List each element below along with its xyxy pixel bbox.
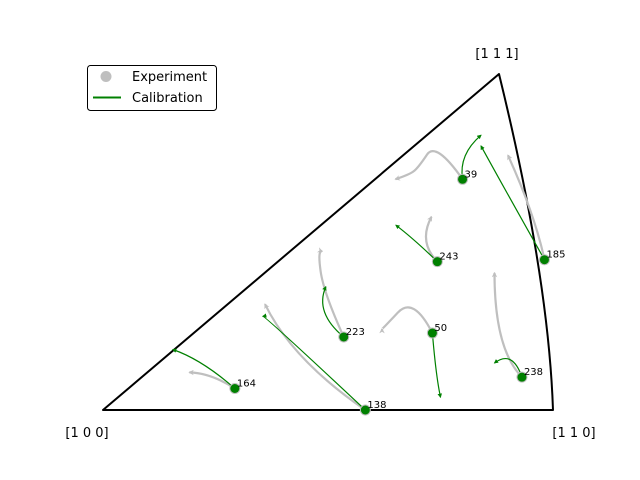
corner-label-110: [1 1 0] [552, 426, 595, 441]
legend-experiment-label: Experiment [132, 70, 207, 85]
corner-label-100: [1 0 0] [65, 426, 108, 441]
grain-label-164: 164 [237, 378, 256, 389]
experiment-path-238 [491, 271, 523, 378]
experiment-path-164 [188, 369, 236, 390]
grain-label-50: 50 [434, 323, 447, 334]
experiment-path-50 [379, 306, 434, 334]
calibration-point-185 [539, 255, 549, 265]
experiment-path-223 [317, 247, 345, 338]
legend: Experiment Calibration [87, 65, 217, 111]
calibration-point-138 [360, 405, 370, 415]
calibration-point-223 [339, 332, 349, 342]
calibration-path-164 [171, 348, 236, 389]
grain-label-138: 138 [367, 400, 386, 411]
experiment-path-243 [424, 215, 439, 263]
calibration-point-164 [230, 383, 240, 393]
grain-label-185: 185 [546, 250, 565, 261]
calibration-point-238 [517, 372, 527, 382]
grain-label-39: 39 [465, 169, 478, 180]
grain-labels: 39 185 243 50 238 223 138 164 [237, 169, 566, 411]
experiment-path-185 [506, 154, 546, 260]
triangle-outline [102, 73, 554, 411]
grain-label-238: 238 [524, 367, 543, 378]
experiment-path-138 [264, 303, 366, 411]
calibration-point-243 [432, 257, 442, 267]
legend-experiment-marker [100, 71, 112, 82]
calibration-path-138 [261, 313, 366, 411]
calibration-path-223 [322, 285, 345, 338]
calibration-path-243 [395, 224, 438, 263]
experiment-paths [188, 150, 546, 411]
triangle-frame [102, 73, 554, 411]
legend-box [87, 65, 217, 111]
grain-points [229, 173, 550, 416]
calibration-paths [171, 134, 546, 411]
calibration-point-50 [427, 328, 437, 338]
calibration-point-39 [458, 174, 468, 184]
experiment-path-39 [394, 150, 464, 181]
grain-label-243: 243 [439, 252, 458, 263]
calibration-path-50 [431, 333, 442, 399]
corner-label-111: [1 1 1] [475, 47, 518, 62]
calibration-path-185 [480, 145, 546, 260]
legend-calibration-label: Calibration [132, 91, 203, 106]
grain-label-223: 223 [346, 327, 365, 338]
